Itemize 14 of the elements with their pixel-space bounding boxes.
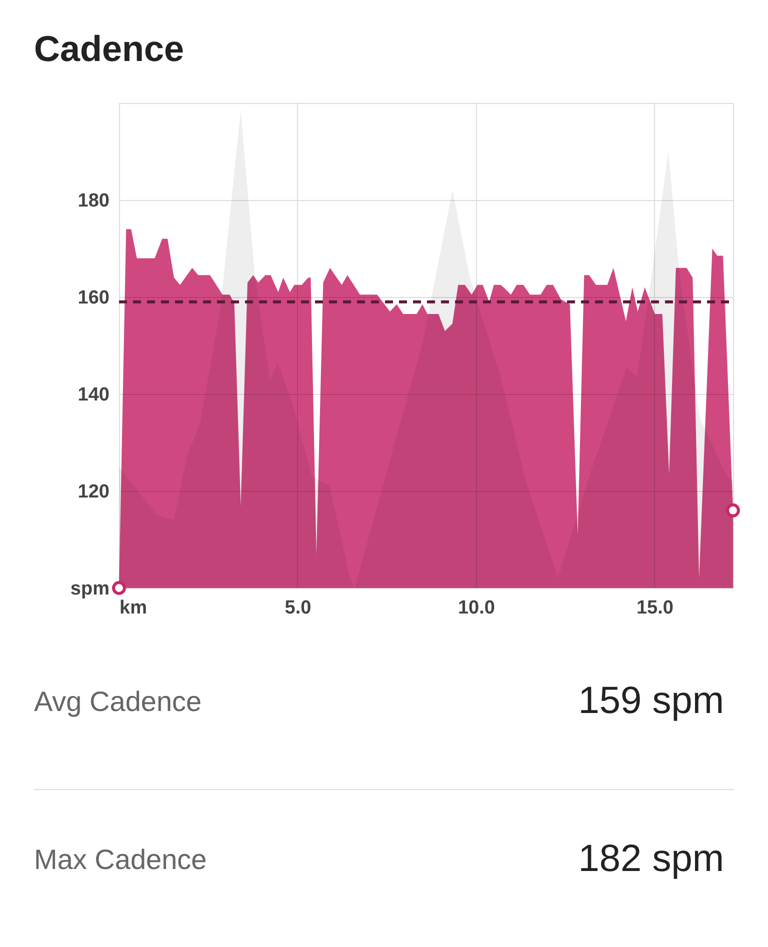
text: 159 spm	[578, 680, 724, 723]
y-tick-label: 180	[78, 190, 110, 212]
text: Max Cadence	[34, 844, 207, 876]
text: 182 spm	[578, 838, 724, 881]
y-tick-label: spm	[70, 578, 110, 600]
y-tick-label: 160	[78, 288, 110, 308]
text: Avg Cadence	[34, 686, 202, 718]
chart-title: Cadence	[34, 28, 184, 70]
x-tick-label: 5.0	[284, 598, 312, 618]
y-tick-label: 120	[78, 482, 110, 502]
x-tick-label: 10.0	[458, 598, 495, 618]
x-tick-label: km	[120, 598, 147, 618]
x-tick-label: 15.0	[636, 598, 674, 618]
y-tick-label: 140	[78, 384, 110, 406]
